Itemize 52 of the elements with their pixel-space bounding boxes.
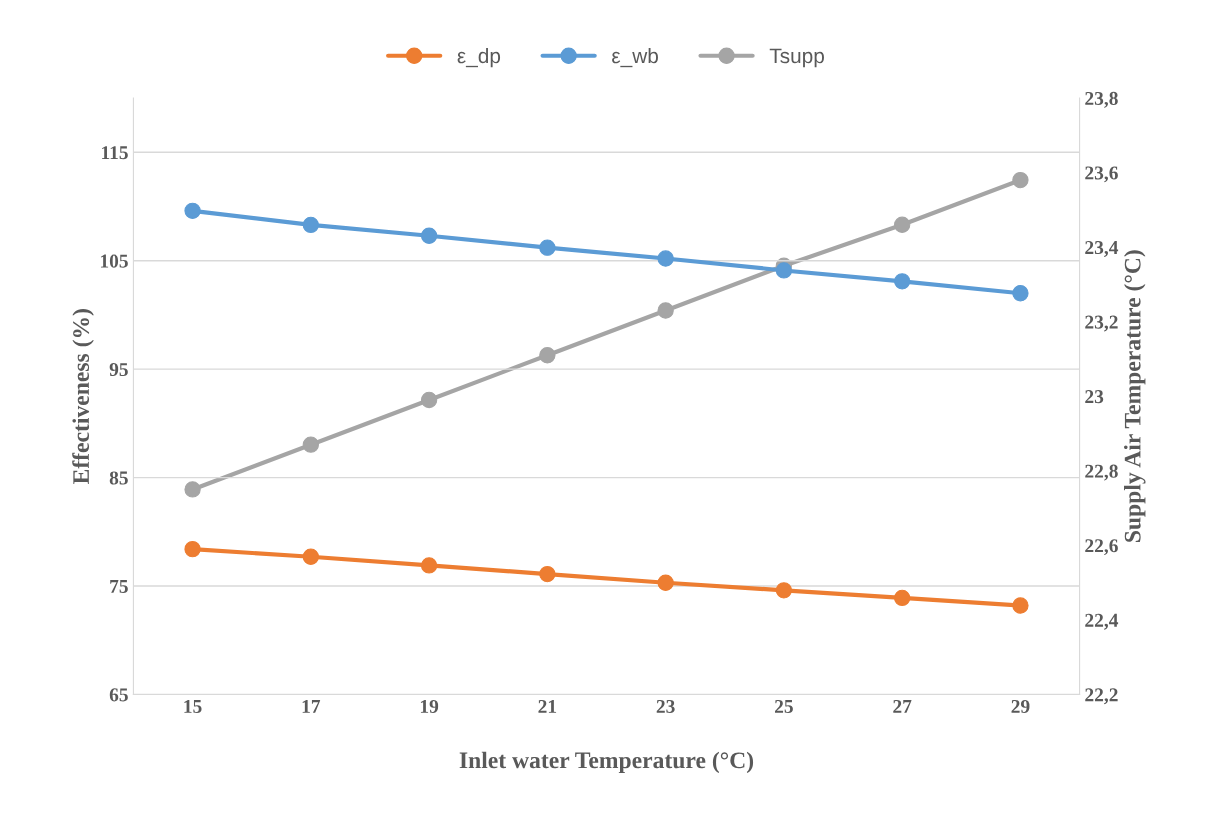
point [894,273,911,290]
x-tick-label: 25 [775,699,793,713]
x-tick-label: 15 [184,699,202,713]
y-tick-label: 95 [109,363,128,377]
y-tick-label: 115 [102,146,128,160]
y-tick-label: 75 [110,580,128,593]
y2-tick-label: 23,2 [1085,315,1118,332]
point [420,557,438,574]
y-tick-label: 65 [109,688,128,702]
legend-label: ε_dp [457,47,501,68]
y2-tick-label: 23 [1085,390,1104,404]
point [539,347,556,364]
point [302,548,319,565]
point [302,216,319,234]
point [302,436,319,453]
y2-axis-title: Supply Air Temperature (°C) [1124,250,1146,542]
x-tick-label: 29 [1011,699,1030,713]
point [184,202,201,219]
point [657,574,674,591]
x-axis-title: Inlet water Temperature (°C) [459,751,754,774]
y2-tick-label: 22,2 [1085,688,1118,705]
point [420,227,438,244]
y-axis-title: Effectiveness (%) [72,309,94,485]
y2-tick-label: 23,6 [1085,166,1118,183]
y-tick-label: 85 [109,471,128,485]
x-tick-label: 19 [420,699,439,713]
point [539,239,556,256]
y2-tick-label: 22,6 [1085,539,1118,556]
point [420,391,438,409]
point [894,216,911,233]
point [1012,171,1029,189]
point [1012,285,1029,302]
y2-tick-label: 23,8 [1085,91,1118,108]
point [894,589,911,607]
legend-label: Tsupp [769,48,824,68]
x-tick-label: 17 [302,699,321,713]
point [775,582,793,599]
x-tick-label: 27 [893,699,912,713]
x-tick-label: 21 [538,699,557,713]
point [539,565,556,583]
x-tick-label: 23 [656,699,675,713]
point [184,540,201,558]
point [657,250,674,267]
y2-tick-label: 23,4 [1085,241,1119,257]
point [775,262,793,279]
legend-label: ε_wb [612,47,658,68]
point [657,302,674,319]
point [184,481,201,498]
y2-tick-label: 22,4 [1085,613,1119,630]
y-tick-label: 105 [100,254,128,268]
point [1012,597,1029,614]
y2-tick-label: 22,8 [1085,464,1118,481]
